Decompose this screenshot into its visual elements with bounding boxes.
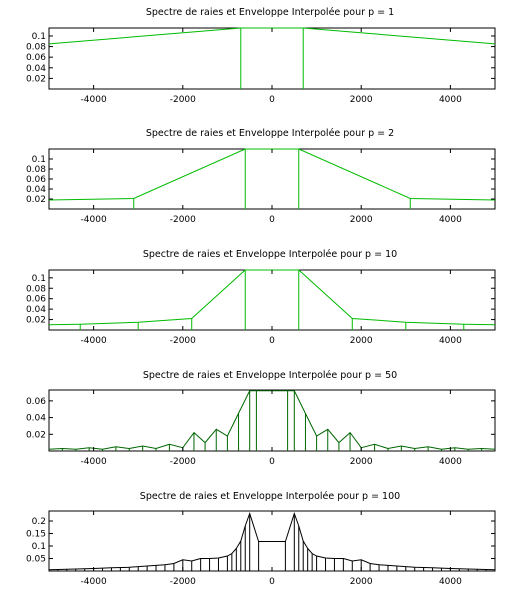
envelope-line [48,511,496,571]
x-tick-label: 0 [269,457,275,467]
y-tick-label: 0.1 [32,274,46,284]
x-tick-label: -4000 [81,95,107,105]
y-tick-label: 0.2 [32,517,46,527]
y-tick-label: 0.08 [26,284,46,294]
x-tick-label: 2000 [350,95,373,105]
y-tick-label: 0.1 [32,542,46,552]
x-tick-label: 0 [269,215,275,225]
y-tick-label: 0.02 [26,195,46,205]
y-tick-label: 0.1 [32,32,46,42]
plot-frame [48,269,496,331]
y-tick-label: 0.06 [26,295,46,305]
y-tick-label: 0.02 [26,316,46,326]
y-tick-label: 0.02 [26,74,46,84]
x-tick-label: -4000 [81,215,107,225]
x-tick-label: -2000 [170,577,196,587]
y-tick-label: 0.04 [26,414,46,424]
y-tick-label: 0.15 [26,530,46,540]
y-tick-label: 0.1 [32,155,46,165]
plot-frame [48,148,496,210]
y-tick-label: 0.06 [26,53,46,63]
chart-title: Spectre de raies et Enveloppe Interpolée… [146,128,394,139]
chart-title: Spectre de raies et Enveloppe Interpolée… [143,370,397,381]
envelope-line [48,390,496,450]
chart-title: Spectre de raies et Enveloppe Interpolée… [140,491,400,502]
y-tick-label: 0.04 [26,64,46,74]
x-tick-label: -2000 [170,95,196,105]
x-tick-label: 0 [269,336,275,346]
y-tick-label: 0.06 [26,397,46,407]
x-tick-label: 4000 [439,95,462,105]
envelope-line [48,269,496,326]
chart-panel: Spectre de raies et Enveloppe Interpolée… [26,7,496,105]
x-tick-label: 2000 [350,215,373,225]
plot-frame [48,27,496,90]
x-tick-label: -4000 [81,336,107,346]
chart-panel: Spectre de raies et Enveloppe Interpolée… [26,249,496,346]
x-tick-label: -2000 [170,215,196,225]
x-tick-label: 4000 [439,336,462,346]
y-tick-label: 0.02 [26,430,46,440]
x-tick-label: -2000 [170,336,196,346]
x-tick-label: 2000 [350,336,373,346]
x-tick-label: -4000 [81,457,107,467]
chart-title: Spectre de raies et Enveloppe Interpolée… [143,249,397,260]
x-tick-label: 4000 [439,577,462,587]
x-tick-label: 4000 [439,215,462,225]
x-tick-label: 4000 [439,457,462,467]
x-tick-label: 2000 [350,577,373,587]
plot-frame [48,389,496,452]
chart-panel: Spectre de raies et Enveloppe Interpolée… [26,128,496,225]
y-tick-label: 0.06 [26,175,46,185]
x-tick-label: 0 [269,95,275,105]
x-tick-label: 2000 [350,457,373,467]
x-tick-label: 0 [269,577,275,587]
y-tick-label: 0.04 [26,185,46,195]
chart-panel: Spectre de raies et Enveloppe Interpolée… [26,370,496,467]
y-tick-label: 0.04 [26,305,46,315]
envelope-line [48,148,496,201]
x-tick-label: -2000 [170,457,196,467]
chart-panel: Spectre de raies et Enveloppe Interpolée… [26,491,496,587]
chart-title: Spectre de raies et Enveloppe Interpolée… [146,7,394,18]
y-tick-label: 0.08 [26,165,46,175]
y-tick-label: 0.08 [26,43,46,53]
x-tick-label: -4000 [81,577,107,587]
y-tick-label: 0.05 [26,555,46,565]
